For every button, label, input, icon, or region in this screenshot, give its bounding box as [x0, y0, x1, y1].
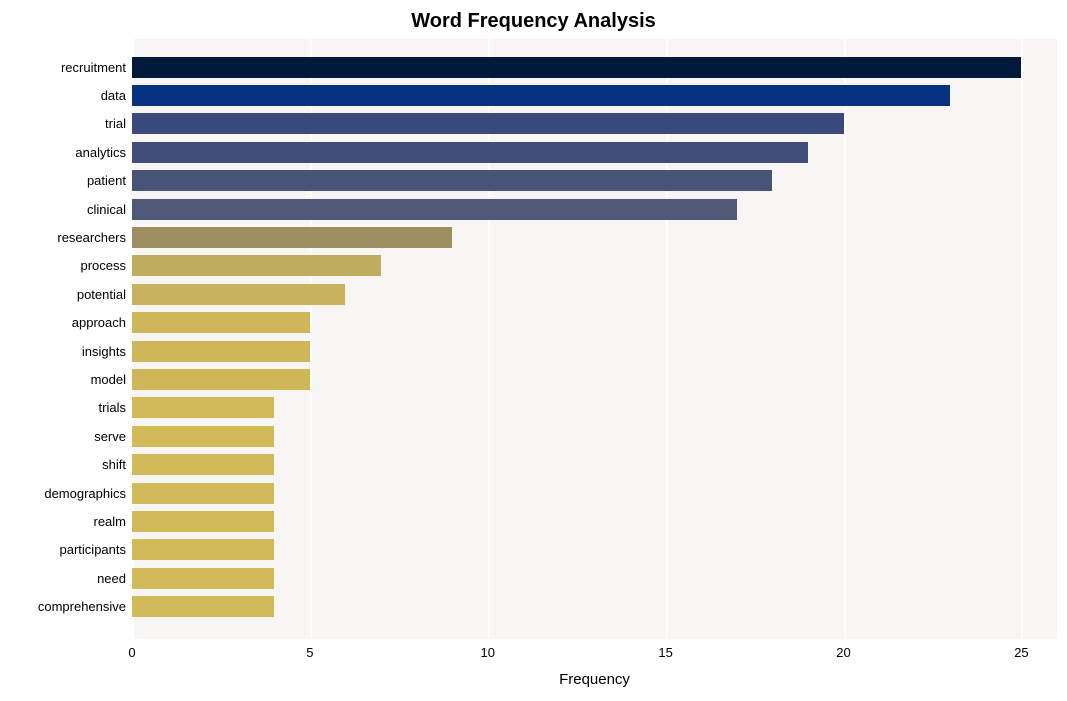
y-axis-label: shift — [10, 450, 132, 478]
chart-body: recruitmentdatatrialanalyticspatientclin… — [10, 39, 1057, 639]
bar-row — [132, 479, 1057, 507]
bar — [132, 454, 274, 475]
y-axis-label: analytics — [10, 138, 132, 166]
y-axis-labels: recruitmentdatatrialanalyticspatientclin… — [10, 39, 132, 639]
bar — [132, 255, 381, 276]
bar-row — [132, 53, 1057, 81]
bar-row — [132, 450, 1057, 478]
y-axis-label: recruitment — [10, 53, 132, 81]
bars-container — [132, 39, 1057, 639]
bar — [132, 539, 274, 560]
x-axis-tick: 0 — [128, 645, 135, 660]
x-axis-row: 0 5 10 15 20 25 — [10, 639, 1057, 669]
x-axis-tick: 15 — [658, 645, 672, 660]
y-axis-label: patient — [10, 167, 132, 195]
bar — [132, 426, 274, 447]
bar-row — [132, 422, 1057, 450]
y-axis-label: trial — [10, 110, 132, 138]
y-axis-label: clinical — [10, 195, 132, 223]
y-axis-label: participants — [10, 536, 132, 564]
bar — [132, 85, 950, 106]
y-axis-label: process — [10, 252, 132, 280]
bar — [132, 227, 452, 248]
y-axis-label: insights — [10, 337, 132, 365]
bar-row — [132, 394, 1057, 422]
bar-row — [132, 309, 1057, 337]
y-axis-label: comprehensive — [10, 592, 132, 620]
chart-title: Word Frequency Analysis — [10, 10, 1057, 33]
x-axis-tick: 25 — [1014, 645, 1028, 660]
x-axis-title: Frequency — [10, 671, 1057, 688]
y-axis-label: realm — [10, 507, 132, 535]
bar-row — [132, 280, 1057, 308]
bar — [132, 199, 737, 220]
y-axis-label: data — [10, 81, 132, 109]
bar-row — [132, 195, 1057, 223]
x-axis: 0510152025 — [132, 639, 1057, 669]
bar — [132, 113, 844, 134]
bar-row — [132, 110, 1057, 138]
x-axis-tick: 5 — [306, 645, 313, 660]
bar — [132, 312, 310, 333]
bar — [132, 568, 274, 589]
y-axis-label: demographics — [10, 479, 132, 507]
bar — [132, 170, 772, 191]
bar — [132, 284, 345, 305]
plot-area — [132, 39, 1057, 639]
y-axis-label: potential — [10, 280, 132, 308]
y-axis-label: researchers — [10, 223, 132, 251]
y-axis-label: model — [10, 365, 132, 393]
bar — [132, 397, 274, 418]
bar-row — [132, 592, 1057, 620]
bar — [132, 369, 310, 390]
bar-row — [132, 337, 1057, 365]
bar-row — [132, 223, 1057, 251]
bar-row — [132, 536, 1057, 564]
bar-row — [132, 138, 1057, 166]
bar — [132, 483, 274, 504]
bar-row — [132, 507, 1057, 535]
x-axis-tick: 20 — [836, 645, 850, 660]
bar — [132, 142, 808, 163]
bar-row — [132, 365, 1057, 393]
bar — [132, 511, 274, 532]
y-axis-label: approach — [10, 309, 132, 337]
bar — [132, 341, 310, 362]
bar-row — [132, 167, 1057, 195]
bar — [132, 57, 1021, 78]
word-frequency-chart: Word Frequency Analysis recruitmentdatat… — [10, 10, 1057, 688]
y-axis-label: need — [10, 564, 132, 592]
x-axis-tick: 10 — [481, 645, 495, 660]
bar-row — [132, 81, 1057, 109]
y-axis-label: serve — [10, 422, 132, 450]
bar-row — [132, 564, 1057, 592]
bar-row — [132, 252, 1057, 280]
bar — [132, 596, 274, 617]
axis-spacer — [10, 639, 132, 669]
y-axis-label: trials — [10, 394, 132, 422]
